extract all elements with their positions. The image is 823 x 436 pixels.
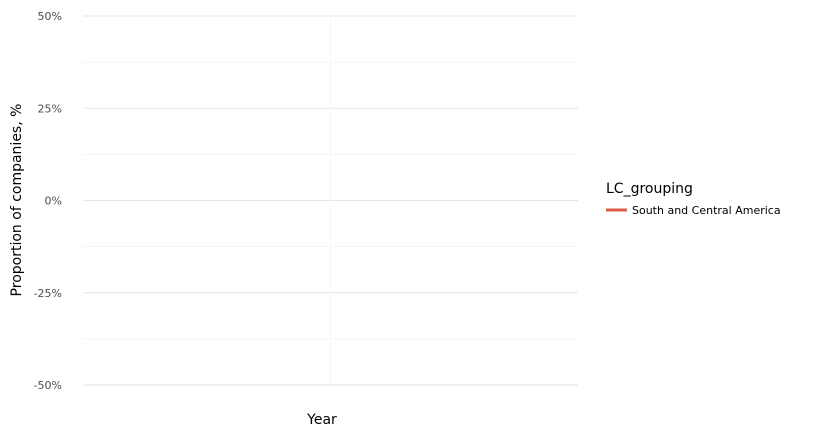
legend-label: South and Central America (632, 204, 781, 217)
y-axis-title: Proportion of companies, % (9, 104, 25, 297)
y-tick-labels: -50% -25% 0% 25% 50% (34, 10, 62, 392)
y-tick-label: -25% (34, 287, 62, 300)
y-tick-label: -50% (34, 379, 62, 392)
y-tick-label: 25% (38, 102, 62, 115)
y-tick-label: 50% (38, 10, 62, 23)
x-axis-title: Year (306, 412, 337, 428)
legend-title: LC_grouping (606, 181, 693, 197)
y-tick-label: 0% (45, 195, 62, 208)
legend: LC_grouping South and Central America (606, 181, 781, 217)
